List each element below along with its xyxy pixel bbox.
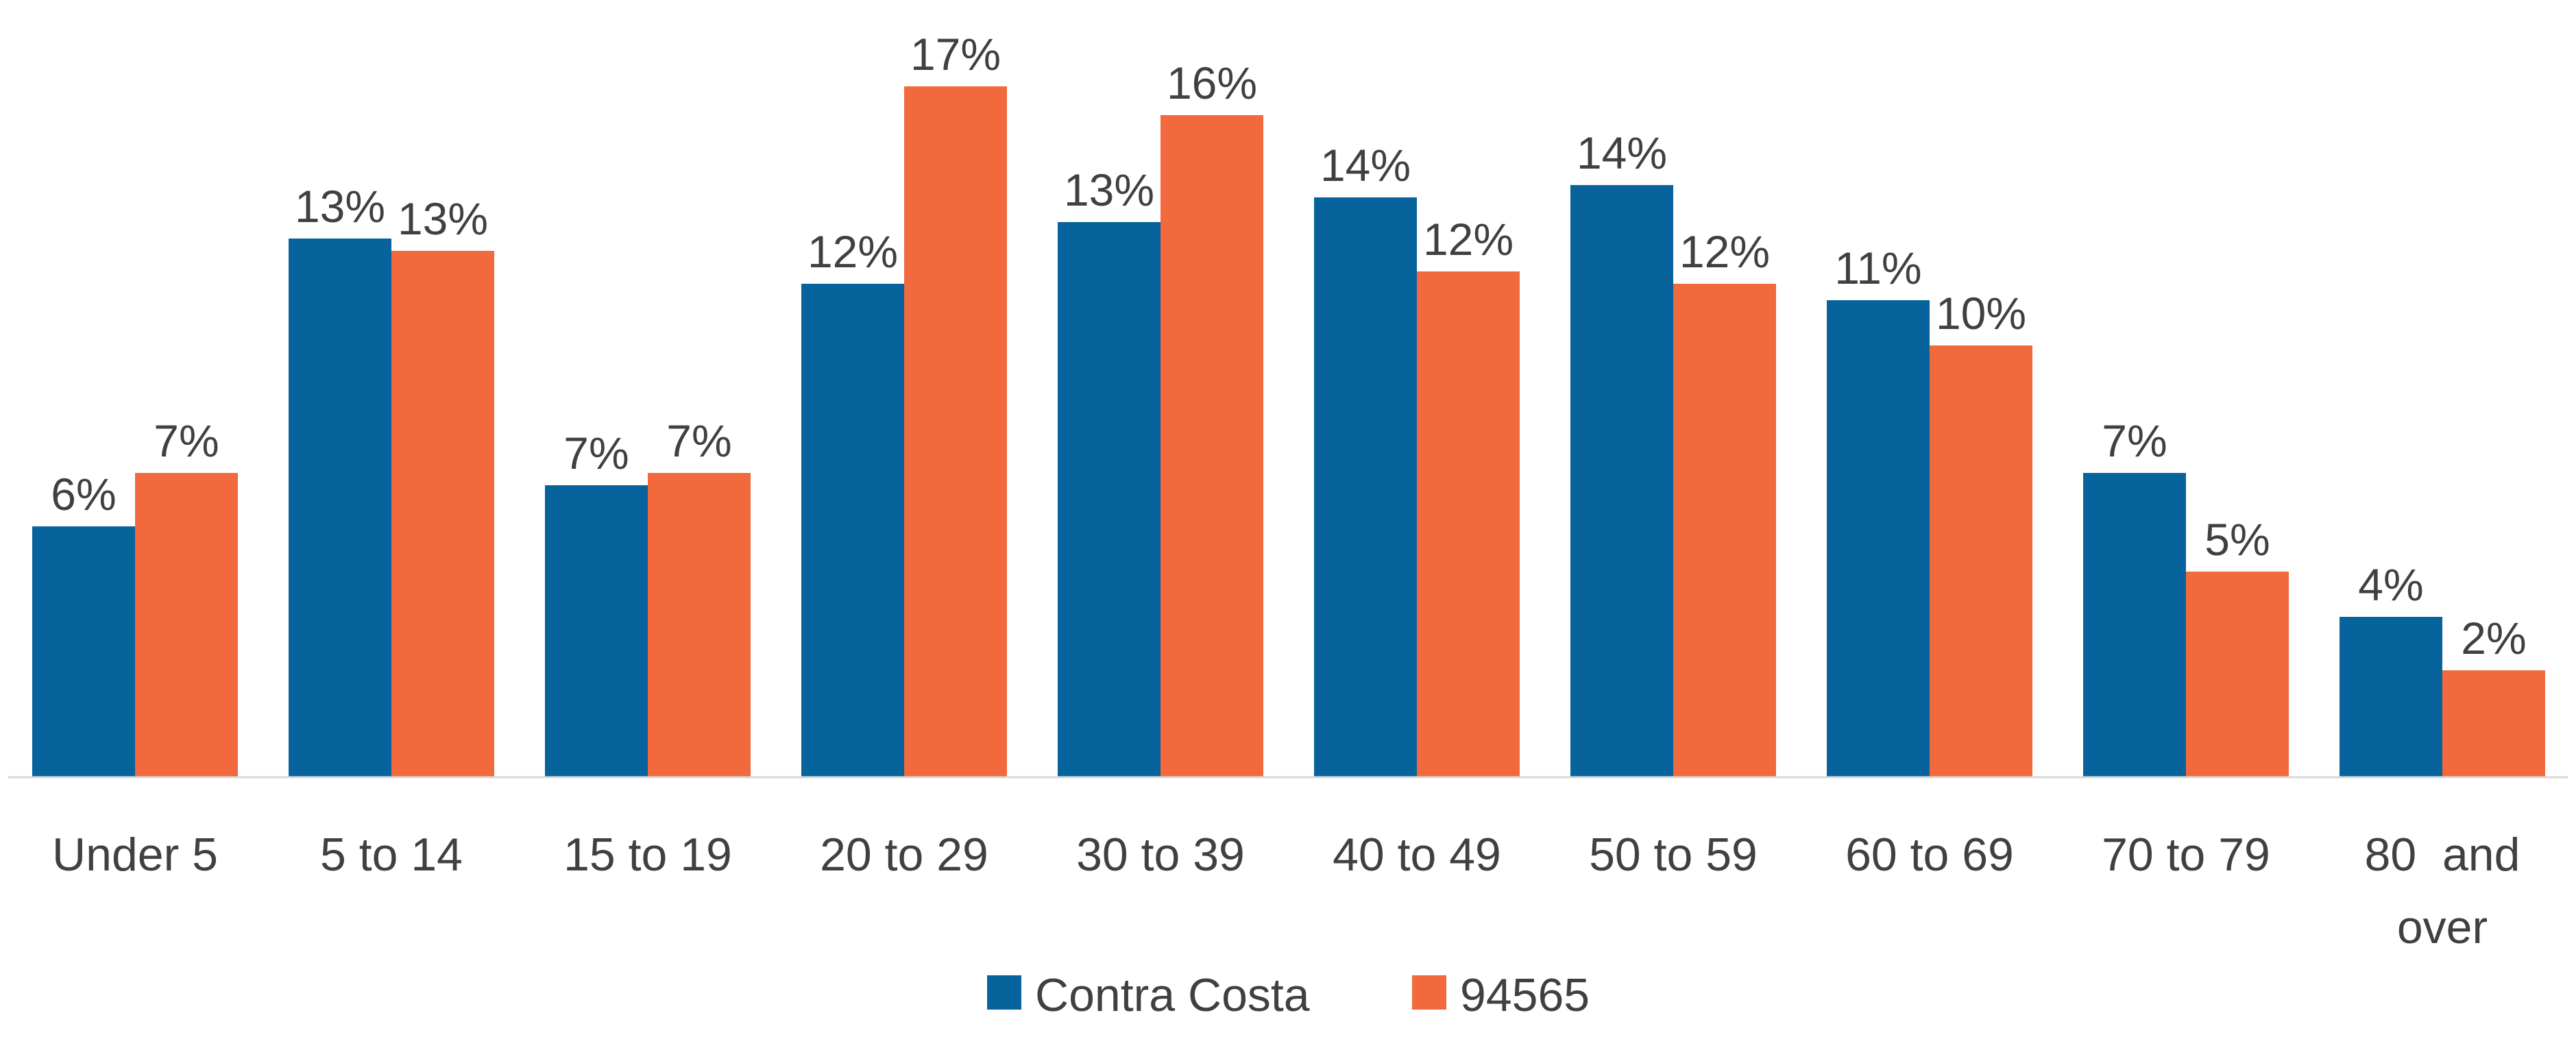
legend-label-2: 94565: [1460, 969, 1590, 1021]
data-label: 12%: [807, 226, 898, 277]
x-tick-label: 5 to 14: [320, 829, 463, 881]
bar-series-2-3: [904, 86, 1007, 777]
data-label: 12%: [1423, 214, 1514, 265]
legend-swatch-1: [987, 975, 1021, 1010]
x-tick-label: 80 and over: [2365, 829, 2520, 953]
x-tick-label: 70 to 79: [2102, 829, 2270, 881]
bar-series-1-1: [289, 239, 391, 777]
bar-series-1-6: [1570, 185, 1673, 777]
bar-series-1-4: [1058, 222, 1161, 777]
x-tick-label: 30 to 39: [1076, 829, 1245, 881]
bar-series-2-9: [2442, 670, 2545, 777]
data-label: 7%: [666, 415, 731, 466]
bar-series-2-1: [391, 251, 494, 777]
data-label: 4%: [2358, 559, 2423, 610]
bar-series-2-4: [1161, 115, 1263, 777]
x-tick-label: 60 to 69: [1845, 829, 2014, 881]
legend: Contra Costa 94565: [987, 969, 1590, 1021]
data-label: 10%: [1936, 288, 2026, 339]
data-label: 6%: [51, 469, 116, 520]
legend-swatch-2: [1412, 975, 1446, 1010]
data-label: 2%: [2461, 613, 2526, 663]
bar-series-1-5: [1314, 197, 1417, 777]
legend-label-1: Contra Costa: [1035, 969, 1310, 1021]
data-label: 5%: [2204, 514, 2270, 565]
x-tick-labels: Under 5 5 to 14 15 to 19 20 to 29 30 to 39 40…: [52, 829, 2520, 953]
data-label: 7%: [563, 428, 629, 478]
bar-series-1-2: [545, 485, 648, 777]
data-label: 17%: [910, 29, 1001, 80]
data-label: 14%: [1320, 140, 1411, 191]
x-tick-label: 40 to 49: [1333, 829, 1501, 881]
bar-series-1-7: [1827, 300, 1930, 777]
data-label: 12%: [1679, 226, 1770, 277]
bar-series-2-8: [2186, 572, 2289, 777]
data-label: 7%: [2102, 415, 2167, 466]
data-label: 13%: [398, 193, 488, 244]
bar-series-1-3: [801, 284, 904, 777]
bar-series-2-6: [1673, 284, 1776, 777]
bar-series-2-5: [1417, 271, 1520, 777]
x-tick-label: 50 to 59: [1589, 829, 1758, 881]
x-tick-label: 15 to 19: [563, 829, 732, 881]
bar-series-2-0: [135, 473, 238, 777]
bar-series-1-0: [32, 526, 135, 777]
x-tick-label: Under 5: [52, 829, 218, 881]
data-labels-layer: 6%7%13% 13%7% 7%12%17%13%16%14%12%14%12% 11…: [51, 29, 2526, 663]
bar-series-2-7: [1930, 345, 2032, 777]
data-label: 11%: [1834, 243, 1921, 293]
data-label: 16%: [1167, 58, 1257, 108]
data-label: 7%: [154, 415, 219, 466]
bars-layer: [32, 86, 2545, 777]
data-label: 14%: [1577, 127, 1667, 178]
x-tick-label: 20 to 29: [820, 829, 988, 881]
bar-series-2-2: [648, 473, 751, 777]
data-label: 13%: [295, 181, 385, 232]
bar-series-1-8: [2083, 473, 2186, 777]
bar-series-1-9: [2340, 617, 2442, 777]
data-label: 13%: [1064, 164, 1154, 215]
